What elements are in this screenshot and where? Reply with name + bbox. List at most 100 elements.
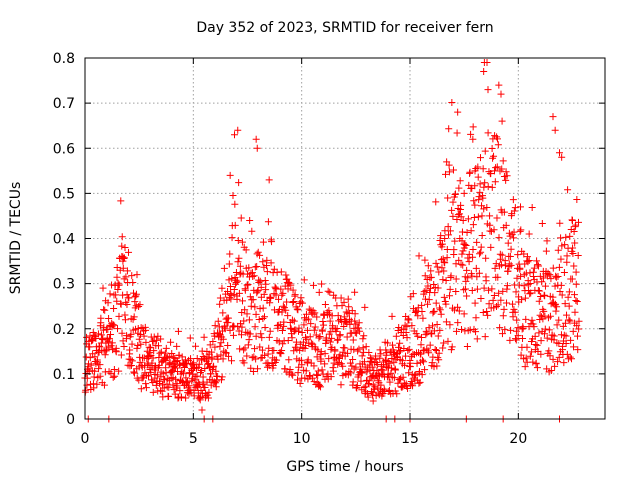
data-point bbox=[88, 337, 96, 345]
data-point bbox=[110, 366, 118, 374]
data-point bbox=[422, 286, 430, 294]
data-point bbox=[257, 330, 265, 338]
data-point bbox=[556, 219, 564, 227]
data-point bbox=[298, 329, 306, 337]
data-point bbox=[405, 345, 413, 353]
data-point bbox=[217, 376, 225, 384]
data-point bbox=[531, 332, 539, 340]
data-point bbox=[575, 325, 583, 333]
data-point bbox=[384, 339, 392, 347]
data-point bbox=[96, 361, 104, 369]
data-point bbox=[519, 334, 527, 342]
data-point bbox=[369, 381, 377, 389]
data-point bbox=[446, 227, 454, 235]
data-point bbox=[288, 370, 296, 378]
data-point bbox=[492, 164, 500, 172]
data-point bbox=[279, 302, 287, 310]
data-point bbox=[161, 375, 169, 383]
data-point bbox=[149, 379, 157, 387]
data-point bbox=[302, 310, 310, 318]
data-point bbox=[193, 355, 201, 363]
data-point bbox=[451, 237, 459, 245]
data-point bbox=[217, 339, 225, 347]
data-point bbox=[458, 228, 466, 236]
data-point bbox=[440, 293, 448, 301]
data-point bbox=[500, 208, 508, 216]
data-point bbox=[297, 294, 305, 302]
data-point bbox=[549, 264, 557, 272]
data-point bbox=[512, 288, 520, 296]
data-point bbox=[448, 99, 456, 107]
data-point bbox=[146, 344, 154, 352]
data-point bbox=[217, 351, 225, 359]
data-point bbox=[537, 293, 545, 301]
data-point bbox=[278, 291, 286, 299]
data-point bbox=[499, 312, 507, 320]
data-point bbox=[368, 391, 376, 399]
data-point bbox=[549, 355, 557, 363]
data-point bbox=[494, 141, 502, 149]
data-point bbox=[251, 303, 259, 311]
data-point bbox=[446, 321, 454, 329]
data-point bbox=[323, 336, 331, 344]
data-point bbox=[446, 292, 454, 300]
data-point bbox=[482, 254, 490, 262]
data-point bbox=[185, 382, 193, 390]
data-point bbox=[455, 184, 463, 192]
data-point bbox=[101, 351, 109, 359]
data-point bbox=[415, 252, 423, 260]
data-point bbox=[461, 240, 469, 248]
data-point bbox=[364, 393, 372, 401]
data-point bbox=[259, 258, 267, 266]
data-point bbox=[393, 390, 401, 398]
data-point bbox=[507, 326, 515, 334]
data-point bbox=[290, 347, 298, 355]
data-point bbox=[301, 344, 309, 352]
data-point bbox=[449, 212, 457, 220]
data-point bbox=[243, 310, 251, 318]
data-point bbox=[488, 144, 496, 152]
data-point bbox=[318, 280, 326, 288]
data-point bbox=[144, 372, 152, 380]
data-point bbox=[562, 332, 570, 340]
data-point bbox=[265, 344, 273, 352]
data-point bbox=[489, 154, 497, 162]
data-point bbox=[540, 330, 548, 338]
data-point bbox=[291, 343, 299, 351]
data-point bbox=[544, 269, 552, 277]
data-point bbox=[123, 332, 131, 340]
data-point bbox=[265, 333, 273, 341]
data-point bbox=[569, 216, 576, 224]
data-point bbox=[230, 285, 238, 293]
data-point bbox=[355, 319, 363, 327]
data-point bbox=[502, 168, 510, 176]
data-point bbox=[501, 326, 509, 334]
data-point bbox=[502, 221, 510, 229]
data-point bbox=[441, 259, 449, 267]
data-point bbox=[466, 326, 474, 334]
y-tick-label: 0 bbox=[66, 412, 75, 428]
data-point bbox=[285, 356, 293, 364]
data-point bbox=[514, 251, 522, 259]
data-point bbox=[493, 163, 501, 171]
data-point bbox=[263, 256, 271, 264]
data-point bbox=[471, 182, 479, 190]
data-point bbox=[291, 291, 299, 299]
data-point bbox=[341, 344, 349, 352]
data-point bbox=[369, 388, 377, 396]
data-point bbox=[225, 352, 233, 360]
data-point bbox=[513, 274, 521, 282]
data-point bbox=[200, 333, 208, 341]
data-point bbox=[252, 135, 260, 143]
data-point bbox=[519, 324, 527, 332]
data-point bbox=[565, 288, 573, 296]
data-point bbox=[430, 307, 438, 315]
data-point bbox=[430, 281, 438, 289]
data-point bbox=[182, 394, 190, 402]
data-point bbox=[526, 279, 534, 287]
data-point bbox=[298, 361, 306, 369]
data-point bbox=[260, 290, 268, 298]
data-point bbox=[224, 341, 232, 349]
data-point bbox=[233, 295, 241, 303]
data-point bbox=[549, 293, 557, 301]
